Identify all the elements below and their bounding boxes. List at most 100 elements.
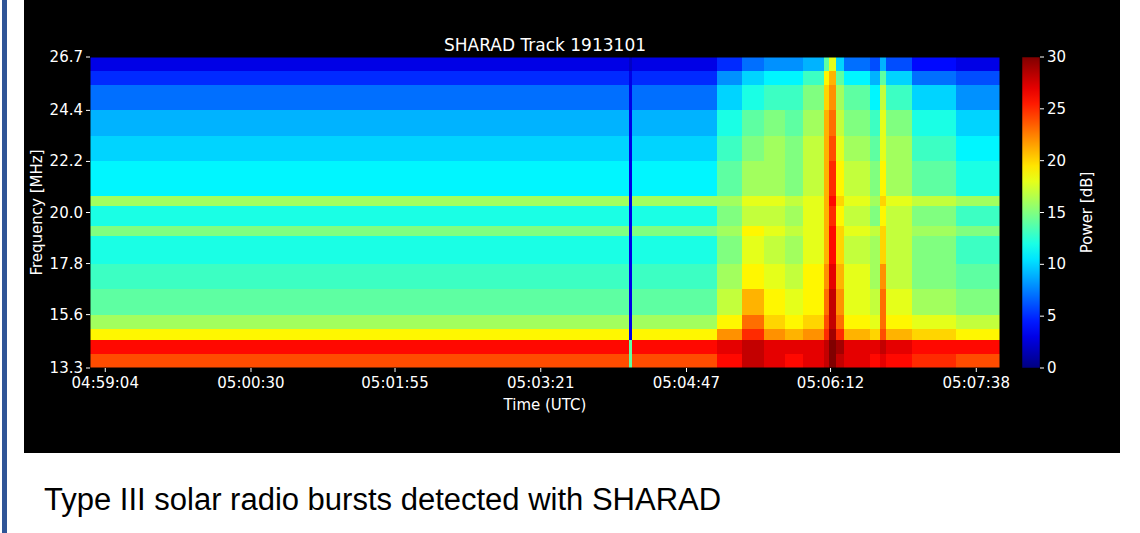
- cell: [785, 206, 804, 227]
- y-tick-label: 22.2: [50, 152, 83, 170]
- colorbar-tick: [1040, 316, 1044, 317]
- cell: [90, 110, 629, 136]
- x-tick-label: 05:03:21: [507, 374, 574, 392]
- colorbar-tick: [1040, 57, 1044, 58]
- cell: [880, 196, 887, 205]
- cell: [836, 264, 844, 290]
- cell: [785, 110, 804, 136]
- cell: [90, 161, 629, 196]
- cell: [803, 57, 823, 71]
- cell: [742, 236, 764, 264]
- cell: [829, 289, 836, 315]
- cell: [632, 85, 717, 111]
- cell: [785, 71, 804, 85]
- cell: [870, 57, 880, 71]
- cell: [717, 196, 742, 205]
- cell: [632, 196, 717, 205]
- y-tick-label: 26.7: [50, 48, 83, 66]
- cell: [912, 196, 956, 205]
- cell: [956, 236, 1000, 264]
- cell: [90, 315, 629, 329]
- cell: [829, 161, 836, 196]
- cell: [886, 71, 911, 85]
- y-tick-label: 20.0: [50, 204, 83, 222]
- cell: [632, 206, 717, 227]
- cell: [886, 354, 911, 368]
- colorbar-tick: [1040, 264, 1044, 265]
- cell: [629, 315, 632, 329]
- cell: [844, 71, 869, 85]
- cell: [629, 71, 632, 85]
- cell: [844, 196, 869, 205]
- colorbar-tick-label: 30: [1047, 48, 1066, 66]
- cell: [629, 136, 632, 162]
- y-tick: [86, 314, 90, 315]
- cell: [836, 110, 844, 136]
- cell: [912, 340, 956, 354]
- cell: [742, 110, 764, 136]
- cell: [785, 354, 804, 368]
- cell: [90, 264, 629, 290]
- cell: [764, 110, 784, 136]
- cell: [824, 85, 829, 111]
- cell: [880, 110, 887, 136]
- cell: [824, 289, 829, 315]
- cell: [956, 85, 1000, 111]
- cell: [870, 110, 880, 136]
- cell: [886, 329, 911, 341]
- cell: [785, 236, 804, 264]
- cell: [886, 264, 911, 290]
- cell: [629, 329, 632, 341]
- colorbar-tick: [1040, 368, 1044, 369]
- cell: [717, 161, 742, 196]
- cell: [870, 340, 880, 354]
- cell: [956, 161, 1000, 196]
- cell: [824, 354, 829, 368]
- cell: [717, 85, 742, 111]
- cell: [956, 340, 1000, 354]
- cell: [717, 226, 742, 235]
- chart-svg: SHARAD Track 191310113.315.617.820.022.2…: [0, 0, 1140, 533]
- x-tick-label: 04:59:04: [72, 374, 139, 392]
- cell: [785, 57, 804, 71]
- cell: [880, 236, 887, 264]
- cell: [912, 226, 956, 235]
- cell: [886, 340, 911, 354]
- x-tick-label: 05:07:38: [943, 374, 1010, 392]
- cell: [803, 226, 823, 235]
- cell: [824, 264, 829, 290]
- cell: [824, 315, 829, 329]
- cell: [829, 329, 836, 341]
- cell: [785, 315, 804, 329]
- y-tick: [86, 212, 90, 213]
- cell: [90, 136, 629, 162]
- cell: [90, 226, 629, 235]
- cell: [956, 196, 1000, 205]
- cell: [829, 354, 836, 368]
- cell: [629, 289, 632, 315]
- y-tick: [86, 263, 90, 264]
- cell: [824, 340, 829, 354]
- cell: [844, 315, 869, 329]
- cell: [836, 236, 844, 264]
- cell: [785, 136, 804, 162]
- cell: [632, 354, 717, 368]
- cell: [844, 329, 869, 341]
- cell: [785, 226, 804, 235]
- cell: [844, 85, 869, 111]
- cell: [956, 71, 1000, 85]
- cell: [742, 329, 764, 341]
- cell: [886, 196, 911, 205]
- cell: [829, 196, 836, 205]
- cell: [824, 110, 829, 136]
- cell: [629, 57, 632, 71]
- cell: [880, 161, 887, 196]
- cell: [90, 340, 629, 354]
- cell: [764, 206, 784, 227]
- cell: [90, 206, 629, 227]
- cell: [912, 354, 956, 368]
- cell: [629, 110, 632, 136]
- cell: [742, 226, 764, 235]
- cell: [880, 71, 887, 85]
- x-tick-label: 05:00:30: [217, 374, 284, 392]
